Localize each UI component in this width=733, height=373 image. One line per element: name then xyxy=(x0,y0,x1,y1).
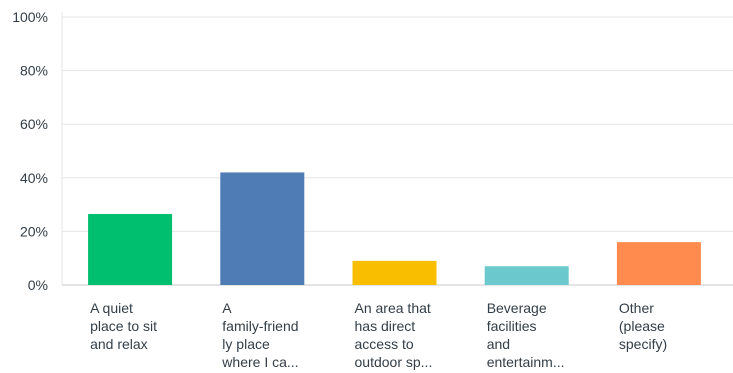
x-category-label: Other (please specify) xyxy=(619,299,667,353)
y-tick-label: 0% xyxy=(28,277,48,293)
bar xyxy=(617,242,701,285)
y-tick-label: 100% xyxy=(12,9,48,25)
bar xyxy=(485,266,569,285)
bar xyxy=(353,261,437,285)
x-category-label: A quiet place to sit and relax xyxy=(90,299,157,353)
x-category-label: An area that has direct access to outdoo… xyxy=(355,299,433,371)
x-category-label: A family-friend ly place where I ca... xyxy=(222,299,298,371)
y-tick-label: 80% xyxy=(20,63,48,79)
bar xyxy=(88,214,172,285)
y-tick-label: 20% xyxy=(20,223,48,239)
x-category-label: Beverage facilities and entertainm... xyxy=(487,299,565,371)
y-tick-label: 60% xyxy=(20,116,48,132)
bar xyxy=(220,172,304,285)
bars xyxy=(88,172,701,285)
y-axis-ticks: 0% 20% 40% 60% 80% 100% xyxy=(12,9,48,293)
y-tick-label: 40% xyxy=(20,170,48,186)
